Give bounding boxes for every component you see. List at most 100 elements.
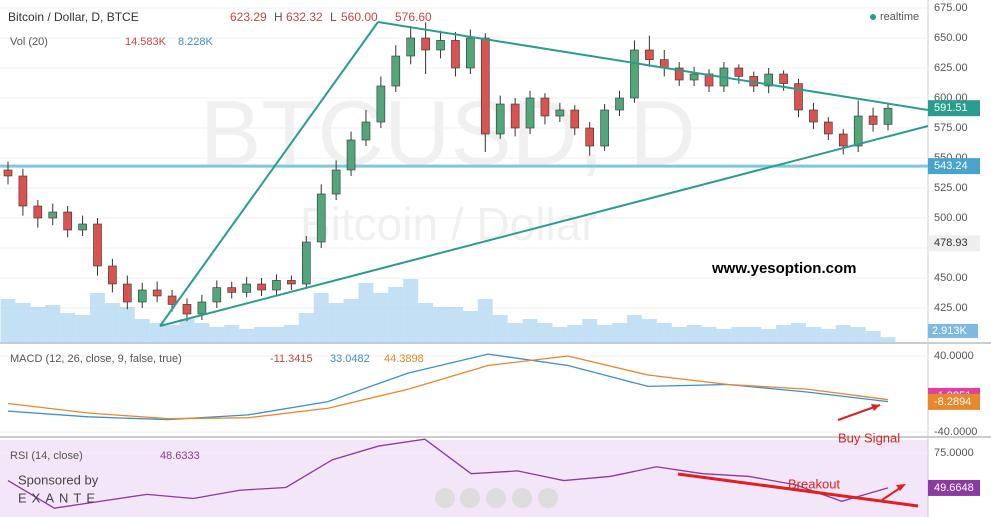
candle-body [794,83,803,111]
candle-body [525,97,535,129]
volume-bar [582,319,598,343]
volume-bar [313,293,329,343]
ohlc-close: 576.60 [395,10,432,24]
candle-body [853,115,863,147]
sponsor-label: Sponsored by [18,472,99,487]
candle-body [555,109,565,117]
y-tick-label: -40.0000 [934,426,977,438]
candle-body [137,289,147,303]
volume-bar [746,327,762,343]
y-tick-label: 650.00 [934,32,968,44]
candle-body [123,283,132,303]
price-tag [928,235,980,252]
chart-title: Bitcoin / Dollar, D, BTCE [8,10,139,24]
candle-body [331,169,341,195]
volume-bar [373,293,389,343]
candle-body [510,103,520,129]
volume-bar [791,323,806,343]
volume-bar [60,313,76,343]
volume-bar [776,325,792,343]
candle-body [272,280,281,291]
trendline [159,125,929,327]
volume-bar [612,323,627,343]
volume-bar [492,315,508,343]
volume-bar [522,319,538,343]
button-reset[interactable] [486,488,506,508]
candle-body [63,211,72,231]
candle-body [48,211,58,219]
candle-body [585,127,594,147]
candle-body [287,280,296,285]
volume-bar [641,319,657,343]
volume-tag [928,324,978,338]
volume-bar [820,329,836,343]
candle-body [316,193,326,243]
price-tag-label: 543.24 [934,160,968,172]
candle-body [540,97,550,117]
y-tick-label: 525.00 [934,182,968,194]
candle-body [182,304,192,315]
volume-bar [239,329,255,343]
button-zoom-in[interactable] [512,488,532,508]
ohlc-low: 560.00 [341,10,378,24]
candle-body [346,139,356,171]
candle-body [3,169,13,177]
candle-body [78,223,87,231]
price-tag [928,158,980,175]
volume-bar [880,337,896,343]
volume-bar [507,323,523,343]
candle-body [93,223,102,267]
volume-bar [701,327,717,343]
candle-body [645,49,654,60]
rsi-value: 48.6333 [160,450,200,462]
candle-body [838,133,848,147]
volume-bar [194,323,210,343]
breakout-line [677,472,919,508]
volume-bar [45,305,61,343]
y-tick-label: 675.00 [934,2,968,14]
candle-body [212,287,222,303]
button-zoom-out[interactable] [460,488,480,508]
volume-bar [343,299,359,343]
volume-bar [75,315,91,343]
candle-body [108,265,117,285]
macd-value: -11.3415 [270,353,313,365]
trendline [377,21,929,111]
nav-buttons[interactable] [435,488,558,508]
volume-bar [850,327,866,343]
candle-body [600,109,609,147]
volume-tag-label: 2.913K [932,325,968,337]
volume-bar [179,319,195,343]
y-tick-label: 500.00 [934,212,968,224]
candle-body [436,40,445,51]
candle-body [242,283,251,293]
candle-body [480,37,490,135]
candle-body [615,97,624,111]
candle-body [779,73,788,84]
candle-body [451,40,460,69]
y-tick-label: 575.00 [934,122,968,134]
realtime-dot [870,14,876,20]
volume-title: Vol (20) [10,36,48,48]
candle-body [734,67,744,77]
volume-bar [805,327,821,343]
ohlc-open: 623.29 [230,10,267,24]
macd-title: MACD (12, 26, close, 9, false, true) [10,353,182,365]
candle-body [674,67,684,81]
volume-bar [418,303,434,343]
trendline [159,21,379,327]
volume-bar [626,315,642,343]
candle-body [197,301,207,315]
volume-bar [283,325,299,343]
button-left[interactable] [435,488,455,508]
candle-body [18,175,28,207]
volume-bar [761,329,777,343]
volume-bar [119,307,135,343]
macd-value: 44.3898 [384,353,424,365]
volume-bar [134,319,150,343]
candle-body [391,55,401,87]
button-right[interactable] [538,488,558,508]
price-tag [928,479,980,496]
y-tick-label: 425.00 [934,302,968,314]
